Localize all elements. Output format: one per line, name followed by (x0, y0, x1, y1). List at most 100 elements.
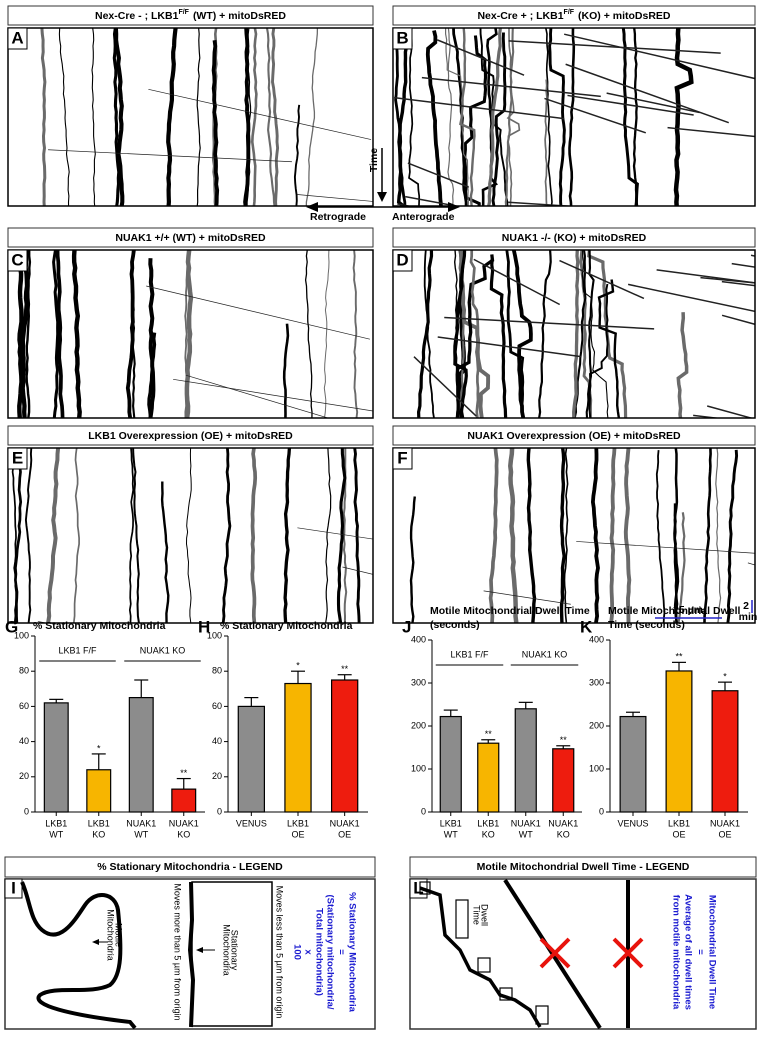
trace-diagonal (564, 33, 755, 80)
trace (246, 28, 252, 206)
x-tick-label: LKB1 (287, 818, 309, 828)
y-tick-label: 0 (24, 806, 29, 816)
trace (265, 28, 276, 206)
x-tick-label: LKB1 (440, 818, 462, 828)
trace-diagonal (576, 541, 755, 554)
trace-diagonal (146, 285, 370, 340)
panel-title: LKB1 Overexpression (OE) + mitoDsRED (88, 430, 293, 442)
retrograde-label: Retrograde (310, 211, 366, 223)
x-tick-label: NUAK1 (548, 818, 578, 828)
x-tick-label: VENUS (617, 818, 648, 828)
formula: x (302, 949, 313, 955)
panel-letter-box (392, 249, 413, 272)
trace (588, 283, 609, 418)
dwell-label: Time (472, 905, 482, 925)
trace (544, 79, 548, 206)
x-tick-label: LKB1 (477, 818, 499, 828)
trace (585, 250, 595, 418)
panel-title-box (392, 425, 756, 446)
trace (715, 448, 722, 623)
trace-diagonal (508, 40, 721, 54)
trace-diagonal (721, 280, 755, 287)
trace (211, 40, 220, 206)
group-label: NUAK1 KO (522, 649, 568, 659)
panel-title: NUAK1 +/+ (WT) + mitoDsRED (115, 232, 266, 244)
panel-title-text: Nex-Cre - ; LKB1 (95, 10, 179, 22)
trace (125, 250, 136, 418)
bar (284, 682, 312, 813)
motile-label: Motile (114, 923, 124, 947)
legend-title-box (4, 856, 376, 878)
chart-letter: K (580, 617, 593, 636)
panel-title: Nex-Cre + ; LKB1F/F (KO) + mitoDsRED (477, 9, 670, 22)
trace-diagonal (700, 276, 755, 284)
moves-less: Moves less than 5 µm from origin (275, 886, 285, 1019)
panel-letter-box (392, 27, 413, 50)
anterograde-label: Anterograde (392, 211, 455, 223)
legend-letter-box (4, 878, 23, 899)
panel-letter: E (12, 448, 23, 467)
trace (352, 250, 359, 418)
formula: (Stationary mitochondria/ (324, 894, 335, 1009)
trace (453, 250, 468, 418)
trace-diagonal (606, 92, 700, 114)
trace-diagonal (656, 269, 755, 284)
trace-diagonal (48, 149, 292, 163)
dwell-box (419, 881, 431, 895)
panel-title-box (7, 425, 374, 446)
trace (581, 250, 609, 418)
motile-label: Mitochondria (106, 909, 116, 961)
trace (112, 28, 121, 206)
kymograph-bg (393, 250, 755, 418)
trace (726, 449, 739, 623)
trace (676, 312, 689, 418)
significance: * (296, 661, 300, 671)
bar (619, 715, 647, 813)
trace-diagonal (413, 356, 477, 417)
bar (171, 788, 197, 813)
trace-diagonal (473, 258, 561, 306)
kymograph (393, 448, 755, 623)
trace-diagonal (436, 39, 525, 76)
y-tick-label: 100 (589, 763, 604, 773)
dwell-box (535, 1005, 549, 1025)
exclude-mark (539, 937, 571, 969)
formula: Mitochondrial Dwell Time (706, 895, 717, 1009)
x-tick-label: VENUS (236, 818, 267, 828)
legend-letter: L (413, 878, 423, 897)
chart-letter: J (402, 617, 411, 636)
chart-title: (seconds) (430, 619, 480, 631)
legend-letter-box (409, 878, 428, 899)
x-tick-label: OE (291, 829, 304, 839)
trace (250, 448, 258, 623)
bar (331, 679, 359, 813)
x-tick-label: OE (672, 829, 685, 839)
trace (185, 448, 192, 623)
x-tick-label: NUAK1 (169, 818, 199, 828)
y-tick-label: 20 (212, 771, 222, 781)
chart-title: % Stationary Mitochondria (33, 620, 166, 632)
trace-diagonal (185, 374, 330, 418)
x-tick-label: NUAK1 (710, 818, 740, 828)
x-tick-label: KO (557, 829, 570, 839)
x-tick-label: WT (134, 829, 148, 839)
trace (58, 28, 70, 206)
trace (447, 28, 455, 206)
trace (55, 250, 65, 418)
x-tick-label: LKB1 (45, 818, 67, 828)
trace (491, 32, 507, 206)
panel-title-text: NUAK1 Overexpression (OE) + mitoDsRED (467, 430, 681, 442)
y-tick-label: 80 (19, 666, 29, 676)
x-tick-label: LKB1 (668, 818, 690, 828)
scale-time: 2 (743, 600, 749, 612)
trace (572, 250, 580, 418)
bar (128, 696, 154, 813)
y-tick-label: 0 (217, 806, 222, 816)
trace (71, 250, 82, 418)
trace-diagonal (559, 259, 645, 300)
trace (677, 512, 686, 623)
trace (655, 450, 666, 623)
trace (353, 448, 361, 623)
trace (282, 323, 290, 418)
trace (559, 448, 566, 623)
